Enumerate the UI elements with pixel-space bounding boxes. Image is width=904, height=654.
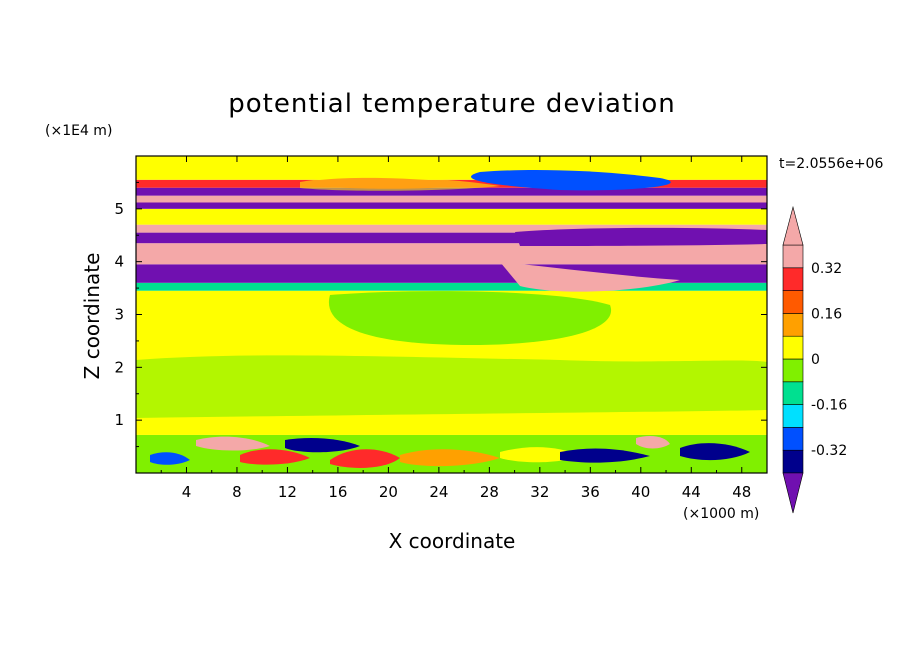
x-axis: 4 8 12 16 20 24 28 32 36 40 44 48	[160, 156, 751, 501]
turbulence-orange-1	[400, 449, 500, 467]
shifted-pink-band	[500, 262, 680, 292]
contour-band	[136, 232, 767, 244]
turbulence-navy-1	[285, 438, 360, 453]
x-tick-label: 24	[429, 483, 448, 501]
colorbar-box	[782, 244, 804, 269]
x-axis-label: X coordinate	[389, 529, 516, 553]
contour-band	[136, 243, 767, 265]
x-tick-label: 20	[379, 483, 398, 501]
y-axis-label: Z coordinate	[80, 253, 104, 380]
contour-band	[136, 202, 767, 209]
turbulence-red-2	[240, 449, 310, 465]
turbulence-blue-1	[150, 452, 190, 465]
colorbar-tick-label: -0.32	[811, 443, 847, 459]
y-tick-label: 5	[114, 200, 124, 218]
plot-area	[135, 155, 768, 474]
colorbar-box	[782, 290, 804, 314]
colorbar-box	[782, 335, 804, 360]
contour-band	[136, 224, 767, 233]
upper-streak-blue	[471, 170, 671, 191]
contour-band	[136, 282, 767, 291]
x-tick-label: 48	[732, 483, 751, 501]
colorbar-box	[782, 381, 804, 405]
x-tick-label: 32	[530, 483, 549, 501]
colorbar-box	[782, 449, 804, 474]
colorbar-tick-label: 0.32	[811, 261, 842, 277]
contour-band	[136, 208, 767, 225]
colorbar-box	[782, 267, 804, 291]
x-tick-label: 16	[328, 483, 347, 501]
x-tick-label: 4	[182, 483, 192, 501]
contour-features	[136, 170, 767, 468]
colorbar-extend-top	[782, 205, 804, 246]
turbulence-pink-2	[636, 436, 670, 449]
x-tick-label: 28	[480, 483, 499, 501]
x-tick-label: 44	[682, 483, 701, 501]
upper-streak-yellow	[300, 177, 500, 191]
colorbar-box	[782, 404, 804, 428]
time-label: t=2.0556e+06	[779, 156, 883, 172]
chart-title: potential temperature deviation	[228, 89, 675, 119]
turbulence-pink-1	[196, 436, 270, 451]
y-tick-label: 3	[114, 306, 124, 324]
colorbar: 0.32 0.16 0 -0.16 -0.32	[782, 205, 847, 514]
colorbar-box	[782, 358, 804, 383]
x-unit-label: (×1000 m)	[683, 506, 759, 522]
contour-band	[136, 156, 767, 180]
colorbar-tick-label: 0	[811, 352, 820, 368]
turbulence-navy-3	[680, 443, 750, 461]
colorbar-box	[782, 427, 804, 451]
shifted-purple-band	[515, 227, 767, 246]
colorbar-box	[782, 313, 804, 337]
y-axis: 1 2 3 4 5	[114, 181, 767, 448]
x-tick-label: 12	[278, 483, 297, 501]
turbulence-navy-2	[560, 448, 650, 463]
x-tick-label: 36	[581, 483, 600, 501]
colorbar-extend-bottom	[782, 472, 804, 514]
colorbar-tick-label: -0.16	[811, 398, 847, 414]
y-tick-label: 1	[114, 411, 124, 429]
x-tick-label: 8	[232, 483, 242, 501]
lower-green-patch	[136, 355, 767, 418]
mid-green-blob	[328, 291, 612, 345]
contour-band	[136, 195, 767, 203]
y-tick-label: 4	[114, 253, 124, 271]
y-tick-label: 2	[114, 358, 124, 376]
y-unit-label: (×1E4 m)	[45, 123, 112, 139]
x-tick-label: 40	[631, 483, 650, 501]
contour-band	[136, 187, 767, 196]
turbulence-red-1	[330, 449, 400, 468]
colorbar-tick-label: 0.16	[811, 306, 842, 322]
